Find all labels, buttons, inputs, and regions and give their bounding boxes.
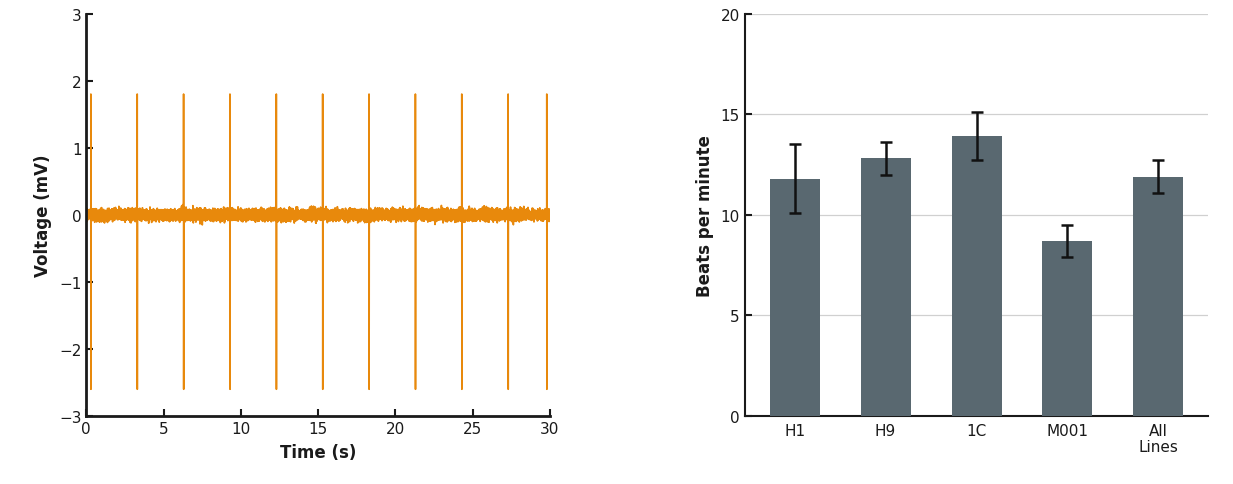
Bar [769, 179, 820, 416]
Bar [861, 159, 911, 416]
Bar [952, 137, 1001, 416]
Bar [1042, 242, 1092, 416]
Y-axis label: Beats per minute: Beats per minute [695, 135, 714, 296]
Bar [1133, 177, 1184, 416]
Y-axis label: Voltage (mV): Voltage (mV) [35, 154, 52, 276]
X-axis label: Time (s): Time (s) [280, 443, 356, 461]
